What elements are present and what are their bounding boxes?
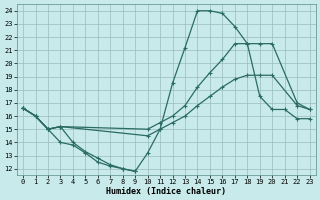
X-axis label: Humidex (Indice chaleur): Humidex (Indice chaleur) <box>106 187 226 196</box>
